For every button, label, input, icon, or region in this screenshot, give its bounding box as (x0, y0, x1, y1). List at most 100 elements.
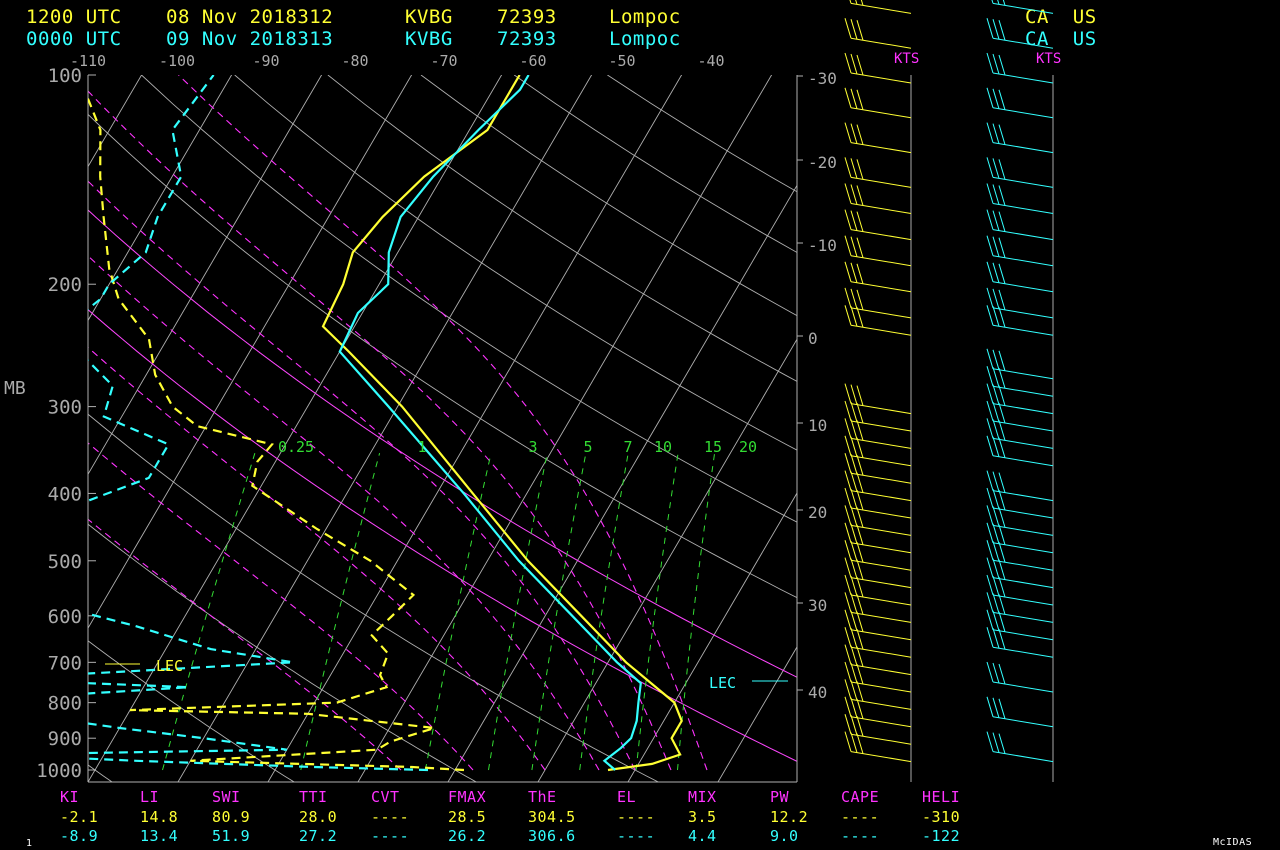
isotherm-line (88, 75, 503, 782)
wind-barb-feather (998, 542, 1006, 563)
header-name-1: Lompoc (609, 6, 681, 28)
wind-barb-feather (992, 88, 1000, 109)
lec-right-label: LEC (709, 674, 736, 692)
pressure-tick-label: 900 (48, 728, 82, 750)
index-value-run2-the: 306.6 (528, 827, 576, 845)
wind-barb (850, 611, 912, 623)
mixing-ratio-label: 20 (739, 438, 757, 456)
wind-barb (992, 403, 1054, 415)
dry-adiabat (88, 523, 478, 782)
index-value-run1-cvt: ---- (371, 808, 410, 826)
wind-barb-feather (998, 733, 1006, 754)
wind-barb-feather (986, 400, 994, 422)
height-tick-label: 20 (808, 503, 827, 522)
index-header-mix: MIX (688, 788, 717, 806)
wind-barb-feather (992, 697, 1000, 718)
wind-barb (992, 307, 1054, 319)
wind-barb (850, 594, 912, 606)
cyan-dewpoint-line (88, 75, 429, 772)
isotherm-line (537, 338, 797, 782)
wind-barb-feather (997, 0, 1000, 5)
wind-barb-feather (844, 574, 852, 596)
wind-barb-feather (986, 183, 994, 204)
wind-barb (992, 255, 1054, 267)
wind-barb-feather (998, 629, 1006, 650)
wind-barb-feather (855, 0, 858, 5)
wind-barb-feather (850, 662, 858, 684)
wind-barb-feather (844, 400, 852, 422)
wind-barb-feather (856, 307, 864, 328)
mixing-ratio-line (531, 453, 587, 771)
wind-barb-feather (986, 87, 994, 108)
wind-barb-feather (998, 289, 1006, 311)
wind-barb-feather (850, 541, 858, 562)
mixing-ratio-line (162, 452, 256, 771)
index-value-run1-el: ---- (617, 808, 656, 826)
isotherm-line (447, 184, 797, 782)
wind-barb-feather (844, 644, 852, 665)
wind-barb-feather (856, 733, 864, 754)
height-tick-label: 10 (808, 416, 827, 435)
dry-adiabat (234, 75, 797, 451)
wind-barb-feather (850, 262, 858, 283)
wind-barb-feather (998, 263, 1006, 284)
temperature-tick-label: -60 (519, 52, 546, 70)
wind-barb (992, 324, 1054, 336)
index-value-run2-ki: -8.9 (60, 827, 99, 845)
index-value-run1-cape: ---- (841, 808, 880, 826)
wind-barb-feather (850, 384, 858, 405)
wind-barb-feather (850, 123, 858, 144)
wind-barb-feather (856, 159, 864, 180)
mixing-ratio-line (579, 453, 629, 771)
wind-barb-feather (991, 0, 994, 4)
wind-barb-feather (992, 471, 1000, 492)
wind-barb (992, 455, 1054, 467)
footer-page-number: 1 (26, 838, 33, 849)
mixing-ratio-label: 3 (528, 438, 537, 456)
wind-barb-feather (986, 487, 994, 509)
wind-barb-feather (986, 418, 994, 439)
wind-barb-feather (856, 698, 864, 719)
wind-barb-feather (856, 489, 864, 511)
isotherm-line (896, 60, 1280, 785)
height-tick-label: -20 (808, 153, 837, 172)
wind-barb-feather (844, 183, 852, 204)
wind-barb (992, 681, 1054, 693)
header-id-1: 72393 (497, 6, 557, 28)
wind-barb-feather (850, 454, 858, 475)
lec-left-label: LEC (156, 657, 183, 675)
wind-barb-feather (850, 88, 858, 109)
wind-barb (992, 37, 1054, 49)
wind-barb-feather (986, 122, 994, 143)
index-header-pw: PW (770, 788, 790, 806)
wind-barb-feather (856, 211, 864, 232)
wind-barb (992, 142, 1054, 154)
wind-barb-feather (844, 592, 852, 613)
mixing-ratio-label: 5 (583, 438, 592, 456)
moist-adiabat (88, 180, 636, 771)
wind-barb-feather (844, 661, 852, 683)
pressure-tick-label: 600 (48, 606, 82, 628)
wind-barb-feather (856, 455, 864, 476)
wind-barb-feather (850, 236, 858, 257)
isotherm-line (627, 492, 797, 782)
temperature-tick-label: -50 (608, 52, 635, 70)
wind-barb (850, 142, 912, 154)
wind-barb-feather (856, 263, 864, 284)
wind-barb-feather (850, 488, 858, 510)
wind-barb-feather (998, 594, 1006, 615)
wind-barb-feather (844, 18, 852, 39)
wind-barb (992, 490, 1054, 502)
height-tick-label: -30 (808, 69, 837, 88)
wind-barb-feather (850, 575, 858, 597)
wind-barb (992, 107, 1054, 119)
wind-barb-feather (998, 54, 1006, 76)
wind-barb-feather (992, 210, 1000, 231)
dry-adiabat (88, 640, 295, 782)
wind-barb (850, 629, 912, 641)
wind-barb-feather (850, 680, 858, 701)
index-value-run2-swi: 51.9 (212, 827, 251, 845)
wind-barb-feather (998, 472, 1006, 493)
wind-barb-feather (992, 401, 1000, 423)
wind-barb-feather (856, 437, 864, 458)
